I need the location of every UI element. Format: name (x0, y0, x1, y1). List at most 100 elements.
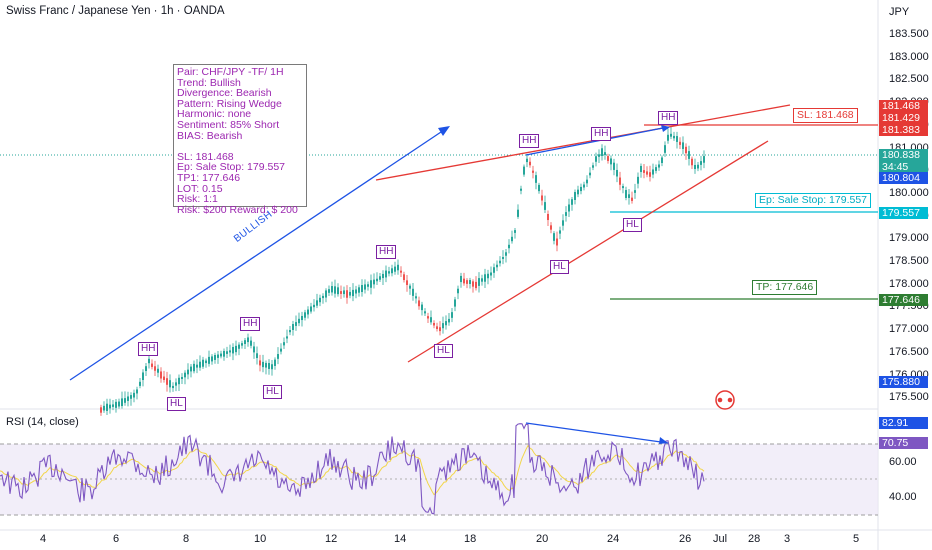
candle-body (442, 323, 444, 329)
candle-body (229, 350, 231, 353)
currency-label[interactable]: JPY (889, 6, 910, 18)
candle-body (529, 161, 531, 166)
candle-body (595, 156, 597, 162)
pivot-label-hl[interactable]: HL (623, 218, 642, 232)
candle-body (196, 364, 198, 368)
candle-body (373, 279, 375, 285)
price-axis-label: 175.500 (889, 391, 929, 404)
candle-body (187, 369, 189, 375)
symbol-title[interactable]: Swiss Franc / Japanese Yen · 1h · OANDA (6, 5, 225, 17)
pivot-label-hh[interactable]: HH (240, 317, 261, 331)
pivot-label-hl[interactable]: HL (434, 344, 453, 358)
candle-body (643, 170, 645, 173)
date-axis-label: 5 (853, 533, 860, 545)
candle-body (310, 306, 312, 312)
candle-body (487, 273, 489, 279)
candle-body (346, 290, 348, 298)
candle-body (547, 213, 549, 221)
wedge-upper-line[interactable] (375, 104, 791, 181)
candle-body (337, 287, 339, 295)
candle-body (688, 151, 690, 159)
candle-body (532, 170, 534, 173)
rsi-high-tag: 82.91 (879, 417, 928, 429)
candle-body (397, 264, 399, 271)
info-line: Pair: CHF/JPY -TF/ 1H (177, 66, 284, 78)
candle-body (382, 273, 384, 279)
price-axis-label: 176.500 (889, 345, 929, 358)
candle-body (274, 359, 276, 366)
sl-tag: 181.468 (879, 100, 928, 112)
info-line: LOT: 0.15 (177, 182, 223, 195)
pivot-label-hh[interactable]: HH (591, 127, 612, 141)
candle-body (448, 318, 450, 323)
price-divergence-arrowhead (661, 125, 670, 132)
price-divergence-line[interactable] (525, 126, 669, 156)
candle-body (517, 209, 519, 217)
pivot-label-hh[interactable]: HH (519, 134, 540, 148)
candle-body (298, 318, 300, 324)
pivot-label-hl[interactable]: HL (550, 260, 569, 274)
candle-body (232, 346, 234, 354)
candle-body (613, 162, 615, 170)
candle-body (379, 276, 381, 280)
candle-body (685, 146, 687, 154)
price-axis-label: 178.500 (889, 255, 929, 267)
candle-body (667, 134, 669, 141)
candle-body (367, 284, 369, 287)
candle-body (526, 158, 528, 163)
bullish-arrow[interactable] (69, 127, 448, 381)
candle-body (301, 315, 303, 321)
candle-body (544, 202, 546, 210)
candle-body (190, 366, 192, 372)
stop-loss-label[interactable]: SL: 181.468 (793, 108, 858, 123)
candle-body (475, 281, 477, 289)
candle-body (415, 296, 417, 299)
wedge-lower-line[interactable] (407, 140, 769, 363)
date-axis-label: 26 (679, 533, 692, 545)
rsi-level-tag: 70.75 (879, 437, 928, 449)
pivot-label-hh[interactable]: HH (138, 342, 159, 356)
candle-body (700, 161, 702, 165)
candle-body (103, 405, 105, 411)
candle-body (451, 312, 453, 318)
rsi-divergence-line[interactable] (525, 422, 669, 444)
candle-body (262, 361, 264, 368)
candle-body (598, 154, 600, 157)
date-axis-label: 6 (113, 533, 120, 545)
entry-label[interactable]: Ep: Sale Stop: 179.557 (755, 193, 871, 208)
candle-body (664, 145, 666, 153)
candle-body (235, 345, 237, 353)
rsi-title[interactable]: RSI (14, close) (6, 416, 79, 428)
tp-tag: 177.646 (879, 294, 928, 306)
candle-body (160, 371, 162, 379)
pivot-label-hl[interactable]: HL (167, 397, 186, 411)
candle-body (607, 156, 609, 161)
pivot-label-hh[interactable]: HH (376, 245, 397, 259)
rsi-moving-average (0, 444, 705, 496)
take-profit-label[interactable]: TP: 177.646 (752, 280, 818, 295)
trade-info-box[interactable]: Pair: CHF/JPY -TF/ 1H Trend: Bullish Diver… (173, 64, 307, 215)
candle-body (130, 395, 132, 399)
candle-body (181, 376, 183, 380)
candle-body (391, 268, 393, 274)
candle-body (514, 230, 516, 233)
candle-body (484, 274, 486, 282)
candle-body (439, 327, 441, 332)
candle-body (172, 385, 174, 389)
candle-body (406, 280, 408, 285)
candle-body (646, 171, 648, 175)
date-axis-label: 4 (40, 533, 47, 545)
target-icon[interactable] (715, 390, 735, 410)
info-line: BIAS: Bearish (177, 129, 243, 142)
date-axis-label: Jul (713, 533, 728, 545)
pivot-label-hh[interactable]: HH (658, 111, 679, 125)
date-axis-label: 18 (464, 533, 477, 545)
info-line: Pattern: Rising Wedge (177, 97, 282, 110)
candle-body (697, 164, 699, 169)
pivot-label-hl[interactable]: HL (263, 385, 282, 399)
candle-body (670, 133, 672, 137)
candle-body (424, 311, 426, 314)
candle-body (268, 363, 270, 369)
candle-body (703, 156, 705, 163)
